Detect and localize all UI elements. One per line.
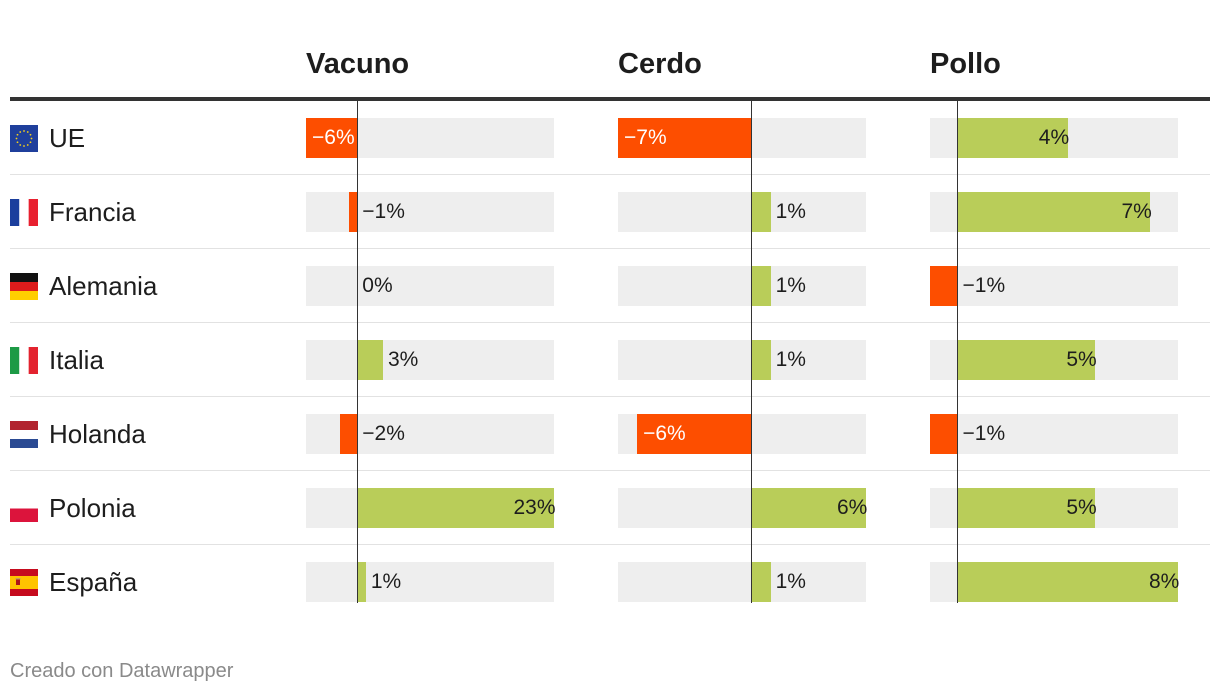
bar-cerdo <box>751 488 866 528</box>
table-row: Italia <box>10 323 1210 397</box>
bar-track-vacuno: 23% <box>306 488 556 528</box>
netherlands-flag-icon <box>10 421 38 448</box>
spain-flag-icon <box>10 569 38 596</box>
bar-track-cerdo: 1% <box>618 340 866 380</box>
data-label-pollo: 7% <box>1121 200 1152 223</box>
bar-track-pollo: 5% <box>930 340 1178 380</box>
table-row: Francia <box>10 175 1210 249</box>
data-label-cerdo: −7% <box>624 126 667 149</box>
germany-flag-icon <box>10 273 38 300</box>
table-row: Alemania <box>10 249 1210 323</box>
bar-pollo <box>957 118 1068 158</box>
data-label-pollo: 4% <box>1038 126 1070 149</box>
bar-track-cerdo: 1% <box>618 562 866 602</box>
bar-track-vacuno: −2% <box>306 414 554 454</box>
row-divider <box>10 396 1210 397</box>
data-label-cerdo: 1% <box>775 570 806 593</box>
bar-track-pollo: −1% <box>930 266 1178 306</box>
data-label-cerdo: 1% <box>775 274 806 297</box>
bar-cerdo <box>618 118 752 158</box>
data-label-pollo: 8% <box>1149 570 1180 593</box>
country-label: UE <box>49 123 86 153</box>
bar-cerdo <box>751 562 771 602</box>
data-label-vacuno: −1% <box>362 200 405 223</box>
bar-pollo <box>957 340 1096 380</box>
country-label: Francia <box>49 197 136 227</box>
data-label-pollo: 5% <box>1066 348 1097 371</box>
france-flag-icon <box>10 199 38 226</box>
bar-cerdo <box>751 340 771 380</box>
eu-flag-icon <box>10 125 38 152</box>
column-header-vacuno: Vacuno <box>306 48 410 80</box>
data-label-cerdo: 1% <box>775 200 806 223</box>
bar-cerdo <box>751 266 771 306</box>
bar-track-pollo: −1% <box>930 414 1178 454</box>
zero-line-cerdo <box>750 101 753 603</box>
header-rule <box>10 97 1210 101</box>
country-label: Polonia <box>49 493 136 523</box>
bar-vacuno <box>348 192 358 232</box>
zero-line-pollo <box>956 101 959 603</box>
bar-track-vacuno: 0% <box>306 266 554 306</box>
country-label: Holanda <box>49 419 146 449</box>
bar-track-pollo: 5% <box>930 488 1178 528</box>
data-label-pollo: 5% <box>1066 496 1097 519</box>
country-label: España <box>49 567 138 597</box>
bar-pollo <box>930 414 958 454</box>
bar-vacuno <box>357 488 554 528</box>
table-row: Holanda <box>10 397 1210 471</box>
row-divider <box>10 248 1210 249</box>
data-label-vacuno: −6% <box>312 126 355 149</box>
zero-line-vacuno <box>356 101 359 603</box>
data-label-cerdo: −6% <box>643 422 686 445</box>
data-label-vacuno: 3% <box>387 348 419 371</box>
row-divider <box>10 322 1210 323</box>
data-label-vacuno: 23% <box>513 496 556 519</box>
footer-credit: Creado con Datawrapper <box>10 660 234 682</box>
country-label: Italia <box>49 345 104 375</box>
table-row: Polonia <box>10 471 1210 545</box>
row-divider <box>10 544 1210 545</box>
bar-cerdo <box>751 192 771 232</box>
bar-pollo <box>930 266 958 306</box>
bar-cerdo <box>637 414 752 454</box>
bar-pollo <box>957 192 1151 232</box>
column-header-cerdo: Cerdo <box>618 48 702 80</box>
poland-flag-icon <box>10 495 38 522</box>
data-label-vacuno: 1% <box>370 570 402 593</box>
bar-track-pollo: 4% <box>930 118 1178 158</box>
table-row: España <box>10 545 1210 619</box>
bar-track-cerdo: 1% <box>618 192 866 232</box>
bar-pollo <box>957 488 1096 528</box>
data-label-cerdo: 1% <box>775 348 806 371</box>
data-label-vacuno: −2% <box>362 422 405 445</box>
italy-flag-icon <box>10 347 38 374</box>
data-label-pollo: −1% <box>962 274 1006 297</box>
country-label: Alemania <box>49 271 158 301</box>
bar-track-cerdo: −7% <box>618 118 866 158</box>
bar-track-vacuno: 1% <box>306 562 554 602</box>
bar-track-cerdo: 6% <box>618 488 868 528</box>
data-label-pollo: −1% <box>962 422 1006 445</box>
row-divider <box>10 470 1210 471</box>
bar-vacuno <box>306 118 358 158</box>
column-header-pollo: Pollo <box>930 48 1001 80</box>
bar-vacuno <box>357 340 383 380</box>
bar-track-vacuno: 3% <box>306 340 554 380</box>
bar-track-vacuno: −1% <box>306 192 554 232</box>
bar-track-cerdo: 1% <box>618 266 866 306</box>
row-divider <box>10 174 1210 175</box>
bar-track-pollo: 7% <box>930 192 1178 232</box>
table-row: UE <box>10 101 1210 175</box>
bar-track-vacuno: −6% <box>306 118 554 158</box>
bar-vacuno <box>357 562 366 602</box>
data-label-vacuno: 0% <box>362 274 393 297</box>
bar-track-cerdo: −6% <box>618 414 866 454</box>
bar-vacuno <box>340 414 358 454</box>
bar-pollo <box>957 562 1178 602</box>
data-label-cerdo: 6% <box>837 496 868 519</box>
bar-track-pollo: 8% <box>930 562 1180 602</box>
